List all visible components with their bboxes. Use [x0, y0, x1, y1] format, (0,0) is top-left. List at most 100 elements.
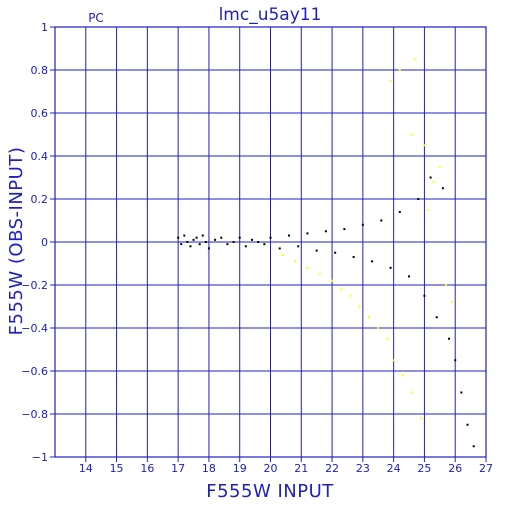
y-tick-label: 0: [41, 236, 48, 249]
yellow-data-point: [423, 144, 426, 147]
black-data-point: [189, 245, 192, 248]
black-data-point: [306, 232, 309, 235]
black-data-point: [177, 236, 180, 239]
black-data-point: [186, 241, 189, 243]
yellow-data-point: [358, 305, 361, 308]
yellow-data-point: [451, 301, 454, 304]
x-tick-label: 14: [79, 462, 93, 475]
black-data-point: [324, 230, 327, 233]
yellow-data-point: [411, 391, 414, 394]
chart-title: lmc_u5ay11: [219, 5, 322, 25]
black-data-point: [398, 210, 401, 213]
black-data-point: [192, 238, 195, 241]
black-data-point: [251, 238, 254, 241]
y-tick-label: −1: [32, 451, 48, 464]
x-tick-label: 21: [294, 462, 308, 475]
yellow-data-point: [281, 253, 284, 256]
black-data-point: [180, 243, 183, 246]
black-data-point: [361, 223, 364, 226]
y-axis-title: F555W (OBS-INPUT): [6, 147, 27, 336]
y-tick-label: 0.8: [31, 64, 49, 77]
x-tick-label: 17: [171, 462, 185, 475]
yellow-data-point: [306, 266, 309, 269]
black-data-point: [408, 275, 411, 278]
black-data-point: [226, 243, 229, 246]
x-tick-label: 19: [233, 462, 247, 475]
x-tick-label: 18: [202, 462, 216, 475]
x-tick-label: 27: [479, 462, 493, 475]
x-tick-label: 20: [264, 462, 278, 475]
yellow-data-point: [389, 79, 392, 82]
yellow-data-point: [318, 273, 321, 276]
black-data-point: [389, 266, 392, 269]
y-tick-label: 1: [41, 21, 48, 34]
y-axis-ticks: −1 −0.8 −0.6 −0.4 −0.2 0 0.2 0.4 0.6 0.8 1: [21, 21, 55, 464]
black-data-point: [278, 247, 281, 250]
yellow-data-point: [432, 180, 435, 183]
y-tick-label: 0.4: [31, 150, 49, 163]
black-data-point: [417, 198, 420, 200]
black-data-point: [435, 316, 438, 319]
panel-label: PC: [88, 11, 104, 25]
black-data-point: [315, 249, 318, 252]
yellow-data-point: [349, 294, 352, 297]
black-data-point: [429, 176, 432, 179]
black-data-point: [352, 256, 355, 259]
x-tick-label: 15: [110, 462, 124, 475]
yellow-data-point: [392, 359, 395, 362]
yellow-data-point: [438, 165, 441, 168]
black-data-point: [195, 236, 198, 239]
black-data-point: [263, 243, 266, 246]
black-data-point: [220, 236, 223, 239]
black-data-point: [244, 245, 247, 248]
yellow-data-point: [377, 327, 380, 329]
black-data-point: [343, 228, 346, 231]
black-data-point: [441, 187, 444, 190]
black-data-point: [257, 241, 260, 243]
yellow-data-point: [401, 374, 404, 377]
yellow-data-point: [331, 279, 334, 282]
y-tick-label: −0.6: [21, 365, 48, 378]
yellow-data-point: [386, 337, 389, 340]
yellow-data-point: [426, 208, 429, 211]
black-data-point: [472, 445, 475, 448]
black-data-point: [232, 241, 235, 243]
black-data-point: [371, 260, 374, 263]
x-tick-label: 16: [140, 462, 154, 475]
yellow-data-point: [398, 69, 401, 71]
black-data-point: [204, 241, 207, 243]
x-tick-label: 24: [387, 462, 401, 475]
black-data-point: [454, 359, 457, 362]
y-tick-label: 0.2: [31, 193, 49, 206]
x-tick-label: 23: [356, 462, 370, 475]
black-data-point: [201, 234, 204, 237]
yellow-data-point: [420, 417, 423, 420]
black-data-point: [297, 245, 300, 248]
y-tick-label: −0.2: [21, 279, 48, 292]
y-tick-label: 0.6: [31, 107, 49, 120]
x-tick-label: 25: [417, 462, 431, 475]
x-axis-title: F555W INPUT: [206, 481, 334, 502]
black-data-point: [380, 219, 383, 222]
black-data-point: [334, 251, 337, 254]
black-data-point: [207, 247, 210, 250]
yellow-data-point: [411, 133, 414, 136]
black-data-point: [269, 236, 272, 239]
black-data-point: [214, 238, 217, 241]
scatter-points: [177, 58, 475, 448]
x-tick-label: 22: [325, 462, 339, 475]
black-data-point: [460, 391, 463, 394]
yellow-data-point: [444, 284, 447, 286]
black-data-point: [287, 234, 290, 237]
yellow-data-point: [414, 58, 417, 61]
black-data-point: [423, 294, 426, 297]
yellow-data-point: [294, 260, 297, 263]
black-data-point: [198, 243, 201, 246]
x-tick-label: 26: [448, 462, 462, 475]
yellow-data-point: [340, 288, 343, 291]
black-data-point: [466, 423, 469, 426]
y-tick-label: −0.8: [21, 408, 48, 421]
y-tick-label: −0.4: [21, 322, 48, 335]
